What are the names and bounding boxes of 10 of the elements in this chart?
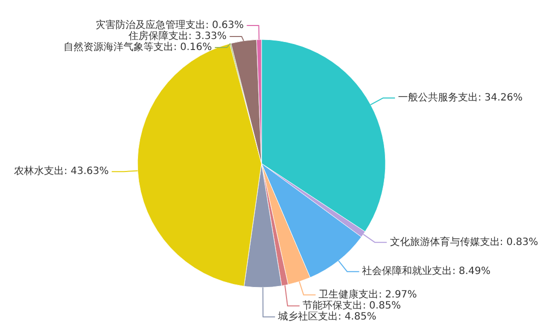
slice-label: 灾害防治及应急管理支出: 0.63% xyxy=(95,19,244,32)
slice-label: 一般公共服务支出: 34.26% xyxy=(398,92,523,104)
slice-label: 文化旅游体育与传媒支出: 0.83% xyxy=(390,236,538,248)
slice-label: 社会保障和就业支出: 8.49% xyxy=(362,265,491,278)
slice-label: 城乡社区支出: 4.85% xyxy=(277,310,376,322)
slice-label: 节能环保支出: 0.85% xyxy=(302,299,401,312)
slice-label: 卫生健康支出: 2.97% xyxy=(318,288,417,300)
slice-label: 农林水支出: 43.63% xyxy=(14,165,109,178)
slice-label: 住房保障支出: 3.33% xyxy=(128,30,227,42)
slice-label: 自然资源海洋气象等支出: 0.16% xyxy=(64,41,212,54)
